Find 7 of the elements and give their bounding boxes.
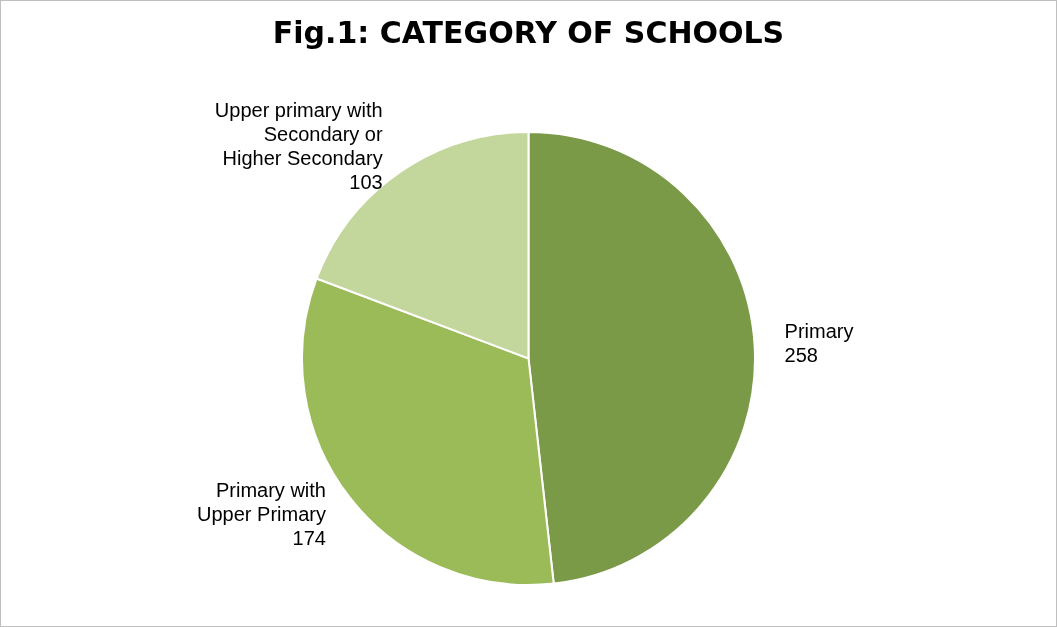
slice-label: Upper primary with Secondary or Higher Secondary [214,99,383,170]
slice-label: Primary with Upper Primary [197,479,326,526]
data-label: 258 [784,343,818,366]
chart-title: Fig.1: CATEGORY OF SCHOOLS [271,15,786,50]
data-label: 174 [292,527,326,550]
data-label: 103 [349,171,383,194]
slice-label: Primary [784,319,854,342]
